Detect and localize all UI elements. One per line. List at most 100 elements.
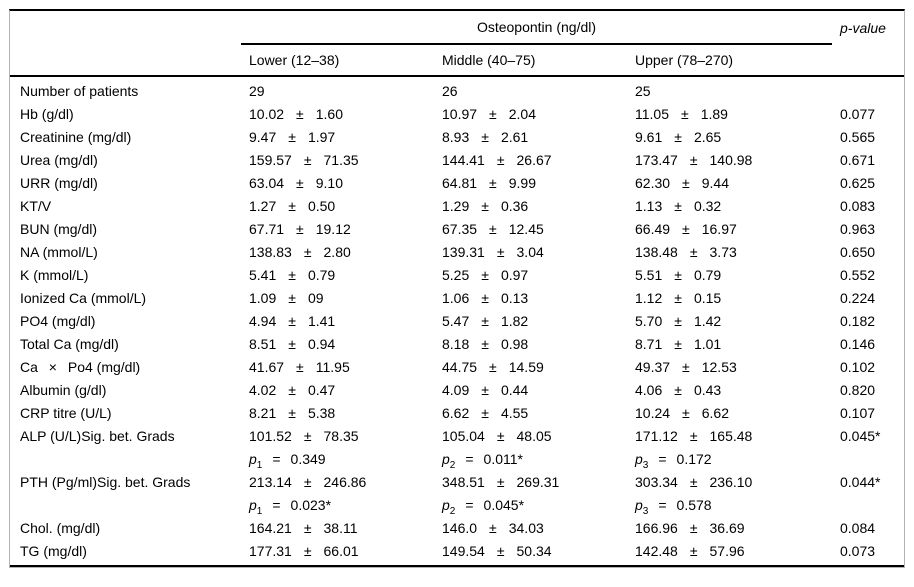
- p-letter: p: [442, 496, 450, 513]
- value-cell: 8.51 ±0.94: [241, 336, 434, 352]
- sd-value: 66.01: [323, 542, 359, 559]
- plus-minus-sign: ±: [689, 473, 698, 490]
- sd-value: 0.94: [307, 335, 336, 352]
- p-value-cell: 0.044*: [840, 473, 881, 490]
- p-symbol: p3: [635, 497, 648, 516]
- row-label: BUN (mg/dl): [20, 220, 98, 237]
- plus-minus-sign: ±: [296, 105, 304, 122]
- value-cell: 149.54 ±50.34: [434, 543, 627, 559]
- value-cell: 5.25 ±0.97: [434, 267, 627, 283]
- plus-minus-sign: ±: [288, 335, 296, 352]
- mean-value: 5.47: [442, 312, 470, 329]
- value-cell: 5.70 ±1.42: [627, 313, 832, 329]
- plus-minus-sign: ±: [682, 358, 690, 375]
- p-letter: p: [249, 450, 257, 467]
- mean-value: 11.05: [635, 105, 669, 122]
- value-cell: 144.41 ±26.67: [434, 152, 627, 168]
- row-label: Number of patients: [20, 82, 139, 99]
- value-cell: 8.18 ±0.98: [434, 336, 627, 352]
- results-table: Osteopontin (ng/dl) p-value Lower (12–38…: [9, 9, 905, 568]
- plus-minus-sign: ±: [496, 542, 505, 559]
- sd-value: 1.41: [307, 312, 336, 329]
- sd-value: 1.42: [693, 312, 722, 329]
- count-cell: 29: [241, 83, 434, 99]
- p-value-cell: 0.107: [840, 404, 876, 421]
- mean-value: 8.21: [249, 404, 277, 421]
- mean-value: 10.97: [442, 105, 478, 122]
- pairwise-p-cell: p1 = 0.023*: [241, 496, 434, 516]
- p-value-cell: 0.565: [840, 128, 876, 145]
- mean-value: 62.30: [635, 174, 671, 191]
- mean-value: 66.49: [635, 220, 671, 237]
- plus-minus-sign: ±: [481, 289, 489, 306]
- value-cell: 1.09 ±09: [241, 290, 434, 306]
- sd-value: 78.35: [323, 427, 359, 444]
- sd-value: 0.50: [307, 197, 336, 214]
- p-subscript: 2: [449, 459, 456, 471]
- value-cell: 63.04 ±9.10: [241, 175, 434, 191]
- plus-minus-sign: ±: [489, 519, 497, 536]
- subheader-row: Lower (12–38) Middle (40–75) Upper (78–2…: [10, 45, 904, 75]
- p-value-cell: 0.650: [840, 243, 876, 260]
- sd-value: 36.69: [709, 519, 745, 536]
- pairwise-p-cell: p3 = 0.172: [627, 450, 832, 470]
- mean-value: 1.27: [249, 197, 277, 214]
- pairwise-p-cell: p2 = 0.011*: [434, 451, 627, 471]
- sd-value: 3.04: [516, 243, 544, 260]
- value-cell: 139.31 ±3.04: [434, 244, 627, 260]
- plus-minus-sign: ±: [496, 427, 505, 444]
- sd-value: 9.10: [315, 174, 343, 191]
- sd-value: 71.35: [323, 151, 359, 168]
- equals-sign: =: [658, 450, 667, 467]
- plus-minus-sign: ±: [296, 174, 304, 191]
- plus-minus-sign: ±: [296, 358, 304, 375]
- count-cell: 25: [627, 83, 832, 99]
- value-cell: 9.47 ±1.97: [241, 129, 434, 145]
- p-letter: p: [635, 450, 643, 467]
- plus-minus-sign: ±: [303, 427, 312, 444]
- value-cell: 1.13 ±0.32: [627, 198, 832, 214]
- sd-value: 0.44: [500, 381, 529, 398]
- plus-minus-sign: ±: [689, 542, 698, 559]
- pairwise-p-value: 0.023*: [290, 496, 332, 513]
- value-cell: 4.06 ±0.43: [627, 382, 832, 398]
- value-cell: 8.21 ±5.38: [241, 405, 434, 421]
- mean-value: 1.09: [249, 289, 277, 306]
- equals-sign: =: [272, 450, 281, 467]
- mean-value: 164.21: [249, 519, 292, 536]
- sd-value: 0.32: [693, 197, 722, 214]
- sd-value: 16.97: [701, 220, 737, 237]
- mean-value: 63.04: [249, 174, 285, 191]
- sd-value: 38.11: [323, 519, 358, 536]
- plus-minus-sign: ±: [689, 243, 698, 260]
- p-value-cell: 0.083: [840, 197, 876, 214]
- mean-value: 4.02: [249, 381, 277, 398]
- row-label: Ionized Ca (mmol/L): [20, 289, 147, 306]
- table-row: NA (mmol/L) 138.83 ±2.80 139.31 ±3.04 138.48 ±…: [10, 240, 904, 263]
- value-cell: 213.14 ±246.86: [241, 474, 434, 490]
- mean-value: 1.29: [442, 197, 470, 214]
- mean-value: 177.31: [249, 542, 292, 559]
- plus-minus-sign: ±: [481, 266, 489, 283]
- value-cell: 166.96 ±36.69: [627, 520, 832, 536]
- plus-minus-sign: ±: [496, 473, 505, 490]
- value-cell: 138.48 ±3.73: [627, 244, 832, 260]
- table-row: Urea (mg/dl) 159.57 ±71.35 144.41 ±26.67 173.…: [10, 148, 904, 171]
- row-label: KT/V: [20, 197, 52, 214]
- equals-sign: =: [272, 496, 281, 513]
- p-value-cell: 0.182: [840, 312, 876, 329]
- mean-value: 1.12: [635, 289, 663, 306]
- table-row: Chol. (mg/dl) 164.21 ±38.11 146.0 ±34.03 166.…: [10, 516, 904, 539]
- mean-value: 4.06: [635, 381, 663, 398]
- p-subscript: 2: [449, 505, 456, 517]
- p-letter: p: [249, 496, 257, 513]
- table-row: BUN (mg/dl) 67.71 ±19.12 67.35 ±12.45 66.49 ±1…: [10, 217, 904, 240]
- mean-value: 8.51: [249, 335, 277, 352]
- plus-minus-sign: ±: [682, 174, 690, 191]
- sd-value: 2.80: [323, 243, 351, 260]
- table-row: PO4 (mg/dl) 4.94 ±1.41 5.47 ±1.82 5.70 ±1.42 0.…: [10, 309, 904, 332]
- value-cell: 159.57 ±71.35: [241, 152, 434, 168]
- value-cell: 44.75 ±14.59: [434, 359, 627, 375]
- value-cell: 67.71 ±19.12: [241, 221, 434, 237]
- sd-value: 19.12: [315, 220, 351, 237]
